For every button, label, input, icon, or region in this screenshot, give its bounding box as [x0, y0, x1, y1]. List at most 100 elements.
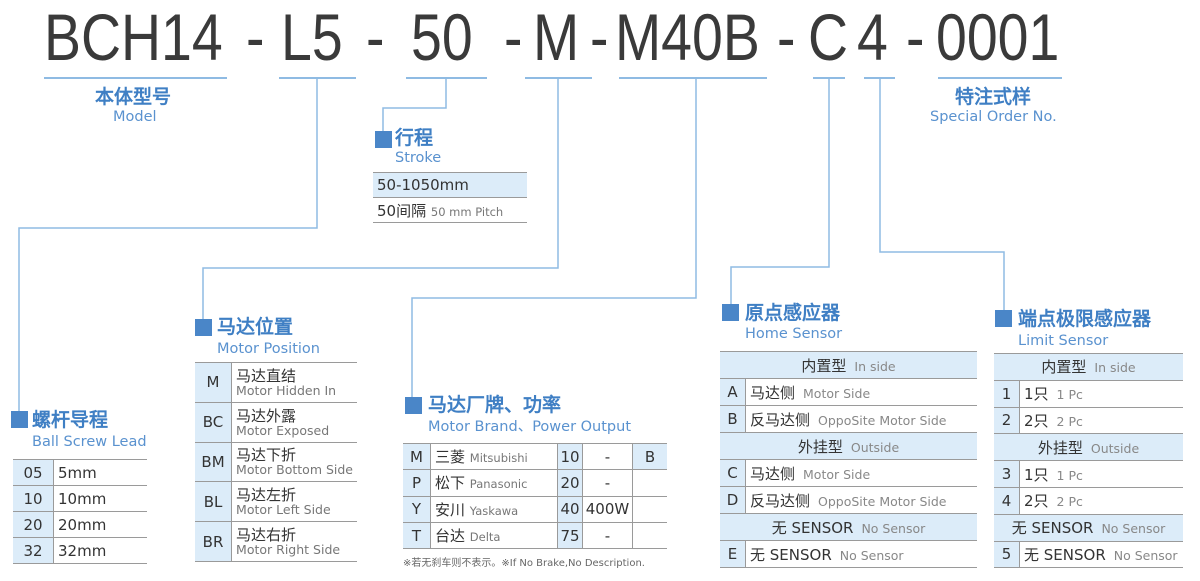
- lead-row: 05 5mm: [13, 459, 147, 486]
- motor-position-zh: 马达下折: [236, 446, 297, 465]
- stroke-pitch-en: 50 mm Pitch: [430, 204, 504, 219]
- sensor-desc: 反马达侧 OppoSite Motor Side: [745, 486, 977, 514]
- motor-position-row: BR 马达右折 Motor Right Side: [195, 521, 357, 562]
- sensor-desc: 无 SENSOR No Sensor: [1019, 540, 1183, 569]
- limit-sensor-table: 内置型 In side 1 1只 1 Pc 2 2只 2 Pc 外挂型 Outside 3 1只 1 P…: [994, 353, 1183, 569]
- underline-motor-brand: [619, 77, 767, 79]
- underline-special-order: [938, 77, 1062, 79]
- motor-position-en: Motor Right Side: [236, 542, 341, 558]
- sensor-group-en: Outside: [850, 439, 900, 455]
- connector-stroke: [382, 78, 447, 132]
- sensor-code: A: [720, 378, 746, 406]
- lead-row: 32 32mm: [13, 537, 147, 564]
- sensor-code: 3: [994, 460, 1020, 488]
- sensor-group-zh: 外挂型: [1037, 438, 1083, 457]
- sensor-row: D 反马达侧 OppoSite Motor Side: [720, 486, 977, 514]
- code-dash: -: [246, 0, 265, 74]
- code-dash: -: [590, 0, 609, 74]
- brake-code: [632, 521, 667, 550]
- motor-brand-row: T 台达 Delta 75-: [403, 521, 667, 550]
- sensor-desc: 马达侧 Motor Side: [745, 459, 977, 487]
- underline-stroke: [406, 77, 487, 79]
- stroke-range: 50-1050mm: [373, 172, 527, 198]
- code-special-order: 0001: [936, 0, 1060, 74]
- motor-position-code: M: [195, 362, 233, 403]
- sensor-group: 无 SENSOR No Sensor: [720, 513, 977, 541]
- stroke-marker: [375, 131, 392, 148]
- sensor-code: D: [720, 486, 746, 514]
- sensor-en: OppoSite Motor Side: [818, 412, 947, 428]
- motor-position-code: BR: [195, 521, 233, 562]
- sensor-row: 1 1只 1 Pc: [994, 379, 1183, 408]
- sensor-code: 5: [994, 540, 1020, 569]
- stroke-subtitle: Stroke: [395, 150, 442, 166]
- special-order-subtitle: Special Order No.: [930, 109, 1057, 125]
- motor-position-row: BL 马达左折 Motor Left Side: [195, 481, 357, 523]
- motor-brand-marker: [405, 397, 422, 414]
- motor-position-marker: [195, 319, 212, 336]
- power-code: 20: [557, 469, 583, 497]
- sensor-row: C 马达侧 Motor Side: [720, 459, 977, 487]
- sensor-group: 外挂型 Outside: [720, 432, 977, 460]
- motor-brand-row: Y 安川 Yaskawa 40 400W: [403, 495, 667, 523]
- motor-position-desc: 马达左折 Motor Left Side: [231, 481, 357, 523]
- brand-name: 三菱 Mitsubishi: [430, 442, 558, 471]
- sensor-group: 内置型 In side: [994, 353, 1183, 381]
- motor-position-code: BM: [195, 441, 233, 483]
- brand-zh: 台达: [435, 527, 466, 546]
- lead-title: 螺杆导程: [32, 409, 109, 431]
- model-title: 本体型号: [95, 86, 172, 108]
- motor-position-row: M 马达直结 Motor Hidden In: [195, 362, 357, 403]
- limit-sensor-title: 端点极限感应器: [1018, 308, 1152, 330]
- underline-model: [44, 77, 227, 79]
- code-limit-sensor: 4: [857, 0, 888, 74]
- sensor-en: 2 Pc: [1056, 413, 1083, 429]
- sensor-zh: 无 SENSOR: [1024, 545, 1106, 564]
- brand-zh: 松下: [435, 474, 466, 493]
- motor-brand-row: M 三菱 Mitsubishi 10- B: [403, 442, 667, 471]
- motor-position-zh: 马达外露: [236, 406, 297, 425]
- sensor-group-header: 外挂型 Outside: [994, 433, 1183, 462]
- underline-lead: [279, 77, 356, 79]
- sensor-desc: 2只 2 Pc: [1019, 406, 1183, 435]
- brand-name: 松下 Panasonic: [430, 469, 558, 497]
- underline-motor-position: [525, 77, 592, 79]
- sensor-zh: 2只: [1024, 411, 1049, 430]
- motor-position-en: Motor Left Side: [236, 502, 331, 518]
- brand-name: 安川 Yaskawa: [430, 495, 558, 523]
- sensor-desc: 无 SENSOR No Sensor: [745, 540, 977, 568]
- sensor-row: 3 1只 1 Pc: [994, 460, 1183, 488]
- sensor-zh: 1只: [1024, 385, 1049, 404]
- sensor-code: C: [720, 459, 746, 487]
- lead-table: 05 5mm 10 10mm 20 20mm 32 32mm: [13, 459, 147, 564]
- brand-code: M: [403, 442, 431, 471]
- code-body: BCH14: [44, 0, 223, 74]
- lead-marker: [11, 411, 28, 428]
- sensor-en: OppoSite Motor Side: [818, 493, 947, 509]
- code-dash: -: [504, 0, 523, 74]
- motor-brand-table: M 三菱 Mitsubishi 10- B P 松下 Panasonic 20- Y 安川 Ya…: [403, 442, 667, 550]
- lead-value: 32mm: [53, 537, 147, 564]
- motor-position-title: 马达位置: [217, 316, 294, 338]
- power-code: 40: [557, 495, 583, 523]
- sensor-zh: 反马达侧: [750, 491, 811, 510]
- sensor-row: B 反马达侧 OppoSite Motor Side: [720, 405, 977, 433]
- motor-position-zh: 马达右折: [236, 526, 297, 545]
- code-dash: -: [777, 0, 796, 74]
- model-subtitle: Model: [113, 109, 157, 125]
- sensor-group-header: 内置型 In side: [994, 353, 1183, 381]
- power-value: -: [582, 442, 633, 471]
- sensor-zh: 反马达侧: [750, 410, 811, 429]
- power-value: 400W: [582, 495, 633, 523]
- sensor-desc: 2只 2 Pc: [1019, 486, 1183, 515]
- sensor-code: 2: [994, 406, 1020, 435]
- sensor-en: 1 Pc: [1056, 467, 1083, 483]
- sensor-group-en: No Sensor: [861, 520, 926, 536]
- brand-zh: 三菱: [435, 448, 466, 467]
- motor-position-en: Motor Bottom Side: [236, 462, 353, 478]
- lead-code: 32: [13, 537, 54, 564]
- home-sensor-table: 内置型 In side A 马达侧 Motor Side B 反马达侧 OppoSite Mo…: [720, 351, 977, 568]
- motor-position-code: BL: [195, 481, 233, 523]
